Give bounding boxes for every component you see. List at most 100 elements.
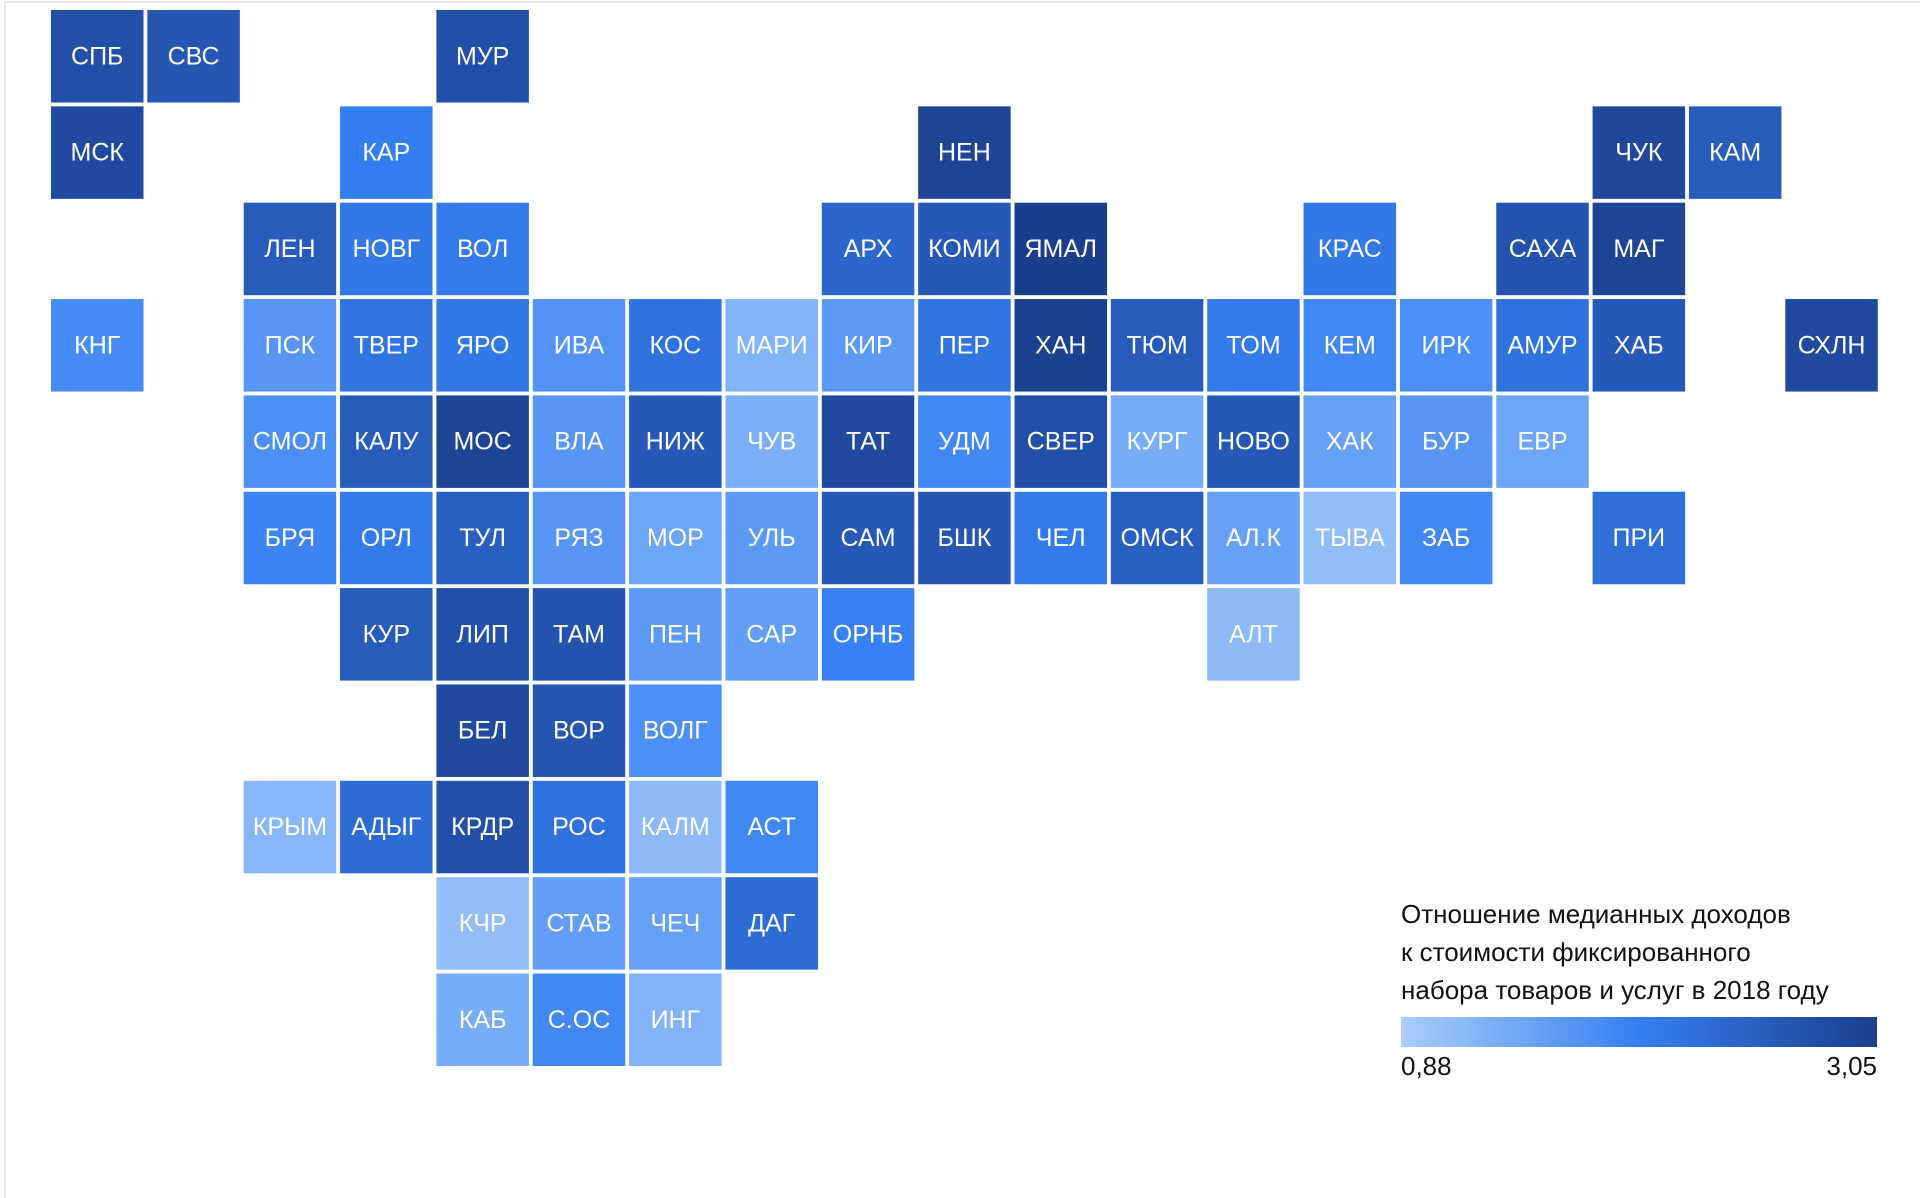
region-tile xyxy=(725,780,818,874)
region-tile xyxy=(821,395,915,488)
region-label: ЧУВ xyxy=(747,428,796,456)
legend: Отношение медианных доходов к стоимости ф… xyxy=(1401,899,1877,1081)
region-label: ОРЛ xyxy=(361,524,412,552)
region-label: КРДР xyxy=(451,813,514,841)
region-label: КЕМ xyxy=(1324,331,1376,359)
region-label: АРХ xyxy=(844,235,893,263)
region-label: ЧУК xyxy=(1615,139,1663,167)
region-label: СМОЛ xyxy=(253,428,327,456)
region-label: НОВГ xyxy=(352,235,420,263)
region-tile xyxy=(340,780,433,874)
region-label: МОР xyxy=(647,524,704,552)
region-tile xyxy=(532,780,626,874)
region-label: СПБ xyxy=(71,42,123,70)
region-label: МАГ xyxy=(1613,235,1665,263)
region-label: КАР xyxy=(362,139,410,167)
region-tile xyxy=(629,684,722,777)
region-tile xyxy=(629,299,722,392)
region-tile xyxy=(51,299,144,392)
region-label: ЕВР xyxy=(1517,428,1567,456)
region-label: АСТ xyxy=(747,813,796,841)
region-tile xyxy=(821,588,915,681)
region-tile xyxy=(1110,299,1204,392)
region-tile xyxy=(918,202,1011,296)
region-tile xyxy=(532,684,626,777)
region-tile xyxy=(725,395,818,488)
region-label: ЛЕН xyxy=(264,235,315,263)
region-label: ТАТ xyxy=(846,428,890,456)
region-tile xyxy=(629,973,722,1066)
region-label: АМУР xyxy=(1507,331,1577,359)
scale-min-label: 0,88 xyxy=(1401,1051,1452,1081)
region-tile xyxy=(1399,299,1493,392)
region-label: ЧЕЧ xyxy=(650,909,700,937)
region-tile xyxy=(725,877,818,970)
region-label: БЕЛ xyxy=(458,717,508,745)
region-tile xyxy=(436,684,529,777)
region-label: ВОЛГ xyxy=(643,717,708,745)
region-tile xyxy=(725,299,818,392)
region-tile xyxy=(629,588,722,681)
tiles: СПБ СВС МУР МСК КАР НЕН ЧУК КАМ ЛЕН НОВГ ВОЛ АРХ КОМ… xyxy=(51,10,1878,1066)
region-label: САМ xyxy=(841,524,896,552)
region-tile xyxy=(1014,299,1107,392)
region-label: ОМСК xyxy=(1121,524,1194,552)
region-label: ТВЕР xyxy=(354,331,419,359)
region-tile xyxy=(340,106,433,199)
region-label: ЗАБ xyxy=(1422,524,1470,552)
region-tile xyxy=(51,10,144,103)
region-label: СХЛН xyxy=(1798,331,1866,359)
region-label: ХАК xyxy=(1326,428,1374,456)
region-label: ВЛА xyxy=(554,428,604,456)
region-label: КАЛУ xyxy=(354,428,418,456)
region-tile xyxy=(1592,106,1686,199)
region-label: ПЕР xyxy=(939,331,990,359)
region-tile xyxy=(1496,299,1589,392)
region-tile xyxy=(1303,202,1397,296)
region-tile xyxy=(629,395,722,488)
region-tile xyxy=(436,202,529,296)
region-label: САХА xyxy=(1509,235,1577,263)
region-label: НИЖ xyxy=(646,428,705,456)
region-tile xyxy=(532,877,626,970)
region-label: СВЕР xyxy=(1027,428,1095,456)
region-tile xyxy=(821,299,915,392)
region-label: КОС xyxy=(649,331,701,359)
region-label: ВОР xyxy=(553,717,605,745)
region-label: ТАМ xyxy=(553,620,605,648)
region-label: БУР xyxy=(1422,428,1470,456)
region-label: ТЮМ xyxy=(1126,331,1187,359)
region-label: КРАС xyxy=(1318,235,1382,263)
region-tile xyxy=(1110,491,1204,585)
region-tile xyxy=(340,299,433,392)
region-tile xyxy=(436,780,529,874)
region-label: ЯМАЛ xyxy=(1024,235,1097,263)
color-scale xyxy=(1401,1017,1877,1047)
region-tile xyxy=(1592,491,1686,585)
region-tile xyxy=(629,491,722,585)
region-label: ТУЛ xyxy=(459,524,506,552)
region-label: КРЫМ xyxy=(253,813,327,841)
region-tile xyxy=(1399,395,1493,488)
region-tile xyxy=(436,10,529,103)
region-tile xyxy=(436,491,529,585)
region-tile xyxy=(436,588,529,681)
region-label: ВОЛ xyxy=(457,235,508,263)
region-tile xyxy=(1207,299,1300,392)
legend-title: Отношение медианных доходов xyxy=(1401,899,1791,929)
region-label: КИР xyxy=(843,331,892,359)
region-tile xyxy=(532,299,626,392)
region-label: ПЕН xyxy=(649,620,702,648)
region-tile xyxy=(918,106,1011,199)
region-tile xyxy=(629,877,722,970)
region-label: КОМИ xyxy=(928,235,1001,263)
region-label: ТЫВА xyxy=(1315,524,1385,552)
region-label: ХАН xyxy=(1035,331,1086,359)
region-tile xyxy=(918,491,1011,585)
region-label: С.ОС xyxy=(548,1006,611,1034)
region-label: КУРГ xyxy=(1127,428,1188,456)
region-label: КАМ xyxy=(1709,139,1761,167)
region-label: ХАБ xyxy=(1614,331,1664,359)
region-tile xyxy=(436,973,529,1066)
